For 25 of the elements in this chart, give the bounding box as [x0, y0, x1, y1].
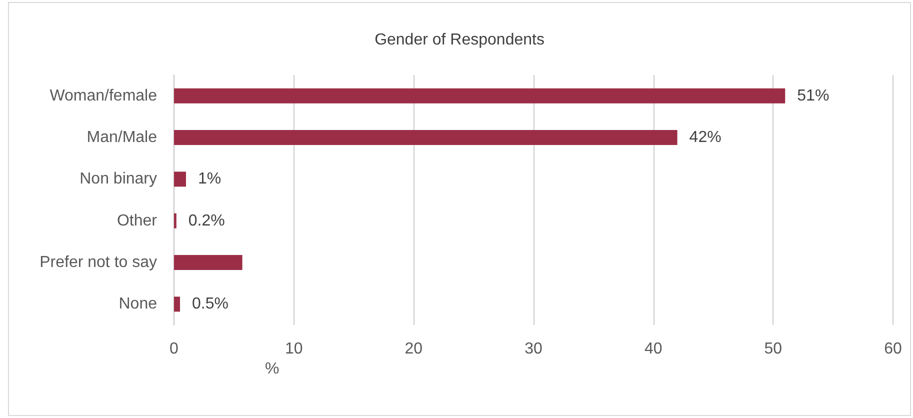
x-tick-label: 30 — [524, 340, 542, 358]
data-label: 51% — [797, 87, 830, 104]
data-label: 42% — [689, 129, 722, 146]
data-label: 0.5% — [192, 296, 228, 313]
y-tick-label: Prefer not to say — [40, 254, 157, 271]
y-tick-label: Woman/female — [50, 87, 158, 104]
y-tick-label: None — [118, 296, 158, 313]
data-label: 1% — [198, 170, 222, 188]
y-tick-label: Non binary — [80, 170, 157, 188]
bar — [174, 296, 180, 312]
bar — [174, 172, 186, 187]
x-tick-label: 20 — [404, 340, 423, 358]
x-tick-label: 10 — [284, 340, 303, 358]
x-tick-label: 50 — [764, 340, 782, 358]
x-tick-label: 40 — [644, 340, 662, 358]
x-axis-title: % — [265, 360, 280, 378]
bar — [174, 130, 678, 145]
x-tick-label: 60 — [884, 340, 902, 358]
y-tick-label: Other — [116, 212, 158, 230]
chart-title: Gender of Respondents — [374, 32, 544, 48]
bar — [174, 255, 242, 270]
x-tick-label: 0 — [170, 340, 179, 358]
bar — [174, 88, 786, 104]
y-tick-label: Man/Male — [86, 129, 158, 146]
data-label: 0.2% — [188, 212, 225, 230]
